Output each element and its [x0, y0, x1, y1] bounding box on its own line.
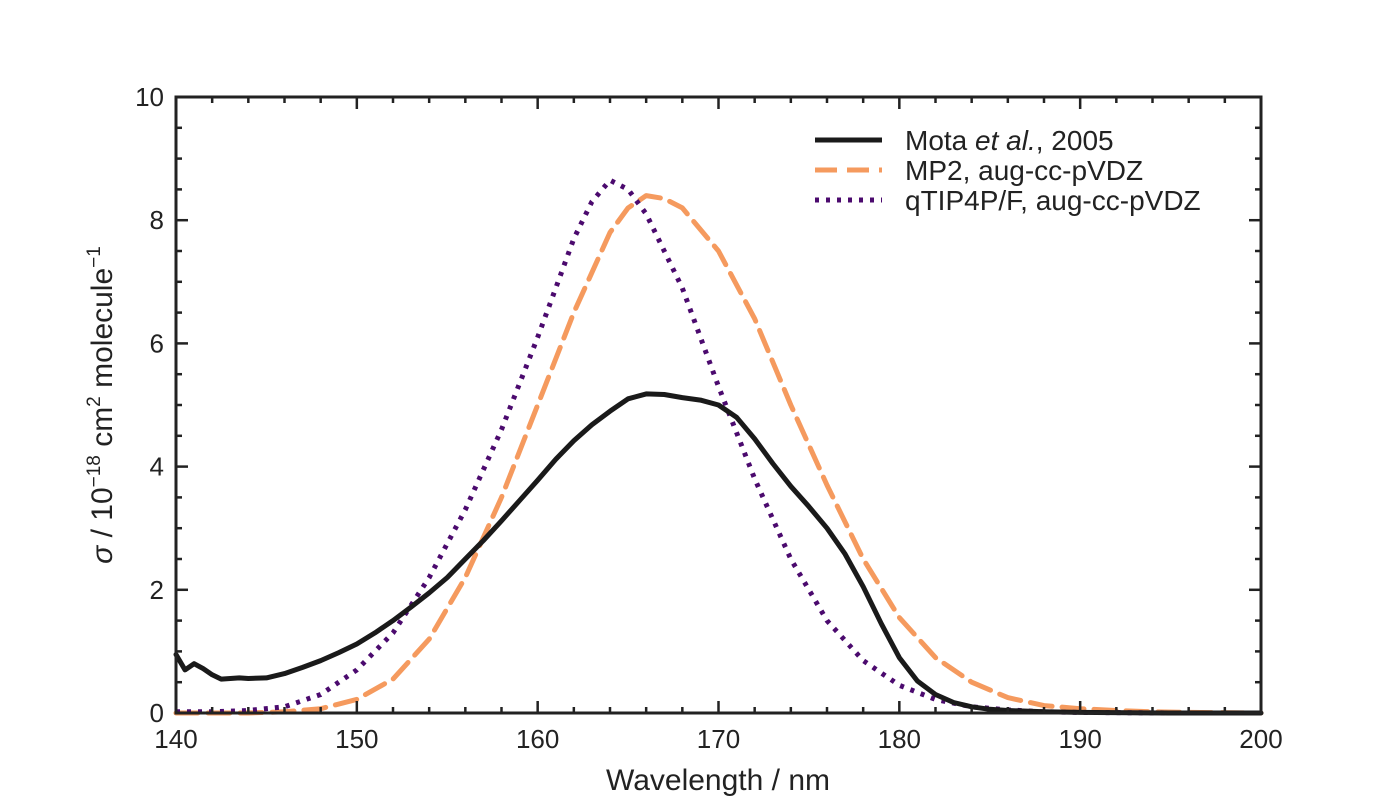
x-axis-label: Wavelength / nm: [606, 764, 830, 797]
series-line-1: [173, 193, 1264, 716]
plot-frame: [174, 95, 1263, 715]
legend-label-mota: Mota et al., 2005: [905, 125, 1114, 156]
series-line-0: [173, 391, 1264, 716]
y-axis-unit-mid: cm: [86, 407, 119, 455]
tick-layer: 140 150 160 170 180 190 200 0 2 4 6 8 10: [135, 82, 1283, 754]
legend-label-mp2: MP2, aug-cc-pVDZ: [905, 155, 1143, 186]
y-tick-label: 0: [150, 698, 164, 728]
x-tick-label: 200: [1239, 724, 1282, 754]
y-axis-exp1: −18: [84, 455, 105, 487]
x-tick-label: 180: [878, 724, 921, 754]
y-tick-label: 4: [150, 452, 164, 482]
y-axis-exp2: 2: [84, 396, 105, 407]
legend-label-qtip4pf: qTIP4P/F, aug-cc-pVDZ: [905, 185, 1201, 216]
y-axis-exp3: −1: [84, 246, 105, 268]
y-tick-label: 8: [150, 205, 164, 235]
y-tick-label: 10: [135, 82, 164, 112]
legend: Mota et al., 2005 MP2, aug-cc-pVDZ qTIP4…: [815, 125, 1201, 216]
y-axis-symbol: σ: [86, 544, 119, 564]
x-tick-label: 140: [154, 724, 197, 754]
y-axis-label: σ / 10−18 cm2 molecule−1: [84, 246, 119, 564]
series-line-2: [176, 177, 1261, 716]
x-tick-label: 190: [1058, 724, 1101, 754]
y-axis-unit-end: molecule: [86, 268, 119, 396]
x-tick-label: 150: [335, 724, 378, 754]
y-axis-unit-prefix: / 10: [86, 487, 119, 545]
y-tick-label: 2: [150, 575, 164, 605]
series-layer: [173, 177, 1264, 716]
y-tick-label: 6: [150, 328, 164, 358]
x-tick-label: 160: [516, 724, 559, 754]
x-tick-label: 170: [697, 724, 740, 754]
